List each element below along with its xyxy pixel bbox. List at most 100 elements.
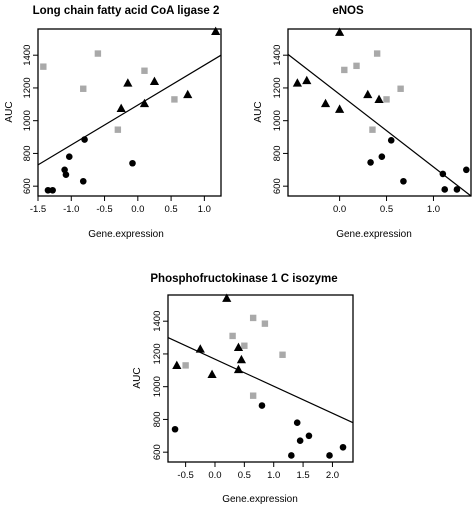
data-point-square (261, 320, 269, 327)
data-point-triangle (233, 342, 244, 351)
x-tick-label: 1.0 (427, 204, 440, 215)
data-point-circle (62, 171, 70, 179)
data-point-square (249, 314, 257, 322)
x-tick-label: 1.0 (267, 470, 280, 481)
y-tick-label: 1200 (152, 343, 163, 364)
data-point-square (241, 342, 248, 349)
panel-ligase: Long chain fatty acid CoA ligase 2 -1.5 -… (4, 5, 222, 240)
data-point-circle (378, 153, 386, 161)
panel-pfk: Phosphofructokinase 1 C isozyme -0.5 0.0 0… (132, 273, 354, 505)
x-tick-label: 0.5 (164, 204, 177, 215)
data-point-square (141, 67, 148, 74)
data-point-circle (387, 137, 395, 144)
x-tick-label: 1.5 (296, 470, 309, 481)
y-tick-label: 800 (152, 412, 163, 428)
data-point-circle (367, 159, 374, 166)
x-tick-label: 0.0 (208, 470, 221, 481)
panel-title: Phosphofructokinase 1 C isozyme (150, 273, 337, 285)
data-point-triangle (123, 78, 133, 87)
data-point-circle (439, 170, 447, 178)
y-tick-label: 1200 (22, 77, 33, 98)
x-tick-label: 2.0 (326, 470, 339, 481)
data-point-circle (129, 159, 136, 167)
y-tick-label: 1000 (22, 110, 33, 131)
data-point-square (279, 351, 286, 358)
data-point-triangle (363, 89, 373, 99)
data-point-circle (171, 425, 179, 433)
data-point-triangle (320, 98, 331, 108)
data-point-circle (81, 136, 88, 143)
x-tick-label: 0.5 (380, 204, 393, 215)
data-point-triangle (233, 364, 244, 374)
x-axis-label: Gene.expression (88, 229, 164, 240)
data-point-square (341, 66, 348, 74)
x-tick-label: 0.0 (131, 204, 144, 215)
data-point-square (40, 63, 47, 70)
data-point-square (369, 126, 376, 133)
data-point-square (80, 85, 87, 92)
panel-title: Long chain fatty acid CoA ligase 2 (33, 5, 220, 17)
regression-line (167, 337, 354, 424)
data-point-circle (44, 186, 52, 194)
y-axis-label: AUC (253, 101, 264, 122)
data-point-triangle (183, 89, 193, 99)
data-point-circle (400, 177, 407, 185)
y-axis-label: AUC (4, 101, 15, 122)
y-tick-label: 600 (22, 178, 33, 194)
y-tick-label: 1400 (152, 311, 163, 332)
data-point-circle (79, 177, 87, 185)
data-point-circle (305, 432, 313, 440)
data-point-square (229, 332, 236, 340)
data-point-square (171, 96, 178, 103)
data-point-square (373, 50, 381, 57)
data-point-circle (441, 186, 449, 193)
data-point-circle (258, 402, 266, 409)
data-point-square (353, 62, 360, 70)
data-point-circle (296, 437, 304, 445)
data-point-square (397, 85, 404, 92)
data-point-circle (326, 452, 333, 459)
x-axis-label: Gene.expression (222, 494, 298, 505)
data-point-square (94, 50, 102, 57)
y-tick-label: 1400 (272, 45, 283, 66)
data-point-circle (463, 166, 470, 174)
data-point-square (249, 392, 257, 399)
data-point-circle (293, 419, 301, 427)
x-tick-label: -1.5 (30, 204, 46, 215)
data-point-square (383, 96, 390, 103)
data-point-circle (65, 153, 73, 161)
data-point-triangle (149, 76, 160, 85)
plot-frame (287, 28, 472, 197)
x-axis-label: Gene.expression (336, 229, 412, 240)
y-tick-label: 600 (272, 178, 283, 194)
data-point-triangle (207, 369, 217, 379)
x-tick-label: -0.5 (177, 470, 193, 481)
data-point-triangle (139, 98, 150, 108)
data-point-square (182, 362, 189, 369)
data-point-triangle (211, 26, 221, 36)
x-tick-label: 1.0 (198, 204, 211, 215)
data-point-triangle (335, 27, 345, 36)
y-tick-label: 800 (272, 146, 283, 162)
panel-enos: eNOS 0.0 0.5 1.0 600 800 1000 1200 1400 Gene.e… (253, 5, 472, 240)
y-tick-label: 1200 (272, 77, 283, 98)
data-point-circle (339, 443, 347, 451)
data-point-triangle (335, 104, 345, 113)
data-point-square (114, 126, 122, 133)
x-tick-label: 0.5 (238, 470, 251, 481)
data-point-triangle (172, 360, 182, 370)
data-point-triangle (374, 94, 384, 104)
data-point-triangle (292, 78, 302, 87)
data-point-circle (288, 452, 295, 459)
y-tick-label: 1000 (152, 376, 163, 397)
x-tick-label: -1.0 (63, 204, 79, 215)
x-tick-label: 0.0 (333, 204, 346, 215)
data-point-triangle (302, 75, 312, 85)
regression-line (37, 54, 222, 166)
data-point-triangle (236, 354, 247, 364)
plot-frame (37, 28, 222, 197)
panel-title: eNOS (332, 5, 364, 17)
y-tick-label: 800 (22, 146, 33, 162)
data-point-circle (49, 186, 56, 194)
